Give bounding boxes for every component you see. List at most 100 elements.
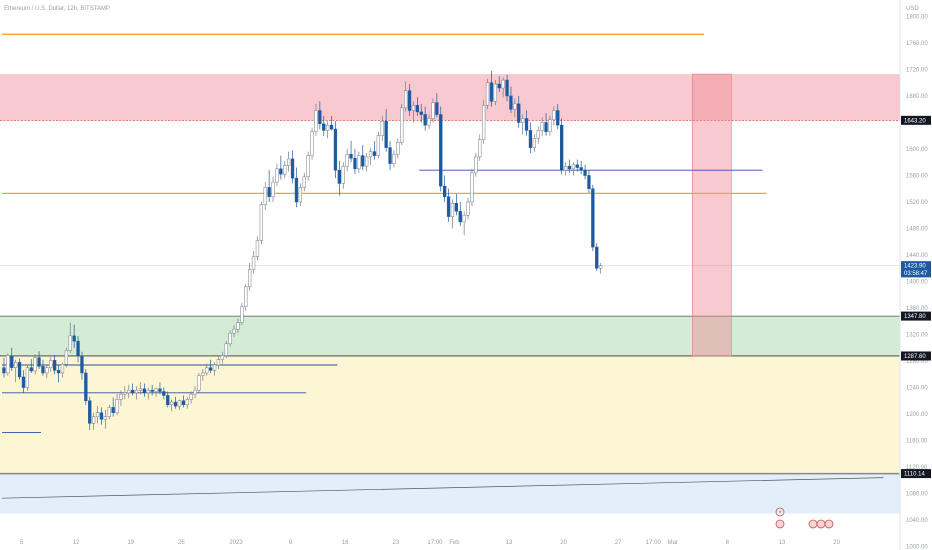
candle-body (482, 104, 486, 140)
price-tag-box (901, 311, 931, 321)
candle (170, 399, 174, 412)
candle-body (33, 357, 37, 372)
candle-body (92, 416, 96, 424)
lightning-icon[interactable] (775, 507, 785, 517)
candle (17, 358, 22, 380)
candle-body (14, 362, 18, 368)
candle (462, 211, 466, 236)
time-axis[interactable]: 5 12 19 26 2023 9 16 23 17:00 Feb 13 20 27 17:00 Mar 6 1… (20, 540, 841, 546)
candle-body (314, 110, 318, 132)
candle (322, 115, 326, 136)
candle (575, 159, 579, 172)
symbol-title: Ethereum / U.S. Dollar, 12h, BITSTAMP (4, 6, 110, 12)
candle (154, 387, 158, 397)
candle-body (56, 370, 61, 374)
candle (88, 396, 92, 430)
candle-body (497, 83, 501, 89)
candle-body (189, 393, 193, 400)
candle (6, 353, 10, 376)
time-tick-label: 20 (833, 540, 840, 546)
candle-body (446, 196, 451, 217)
price-tick-label: 1440.00 (906, 253, 928, 259)
candle-body (579, 167, 583, 171)
candle (396, 138, 400, 159)
candle-body (400, 107, 404, 143)
currency-label: USD (906, 6, 919, 12)
candle-body (64, 350, 68, 365)
candle (540, 117, 544, 136)
candle-body (524, 118, 529, 131)
candle (267, 170, 271, 202)
candle (524, 110, 529, 136)
candle (49, 357, 53, 372)
candle (497, 76, 501, 92)
price-tag-box (901, 261, 931, 271)
candle (115, 394, 119, 416)
candle-body (224, 343, 228, 356)
candle (599, 262, 603, 274)
candle (532, 134, 537, 152)
candle (220, 351, 224, 364)
candle (443, 175, 447, 202)
candle-body (6, 355, 10, 374)
time-tick-label: 9 (289, 540, 293, 546)
candle (37, 351, 41, 369)
time-tick-label: Mar (668, 540, 678, 546)
event-icons[interactable] (775, 507, 834, 529)
candle (209, 359, 213, 373)
candle-body (162, 391, 166, 396)
candle (583, 164, 587, 180)
us-flag-icon[interactable] (775, 519, 785, 529)
candle (435, 93, 439, 118)
candle (446, 188, 451, 222)
candle (21, 370, 26, 393)
candle (236, 318, 240, 334)
candle-body (68, 335, 72, 351)
price-tick-label: 1360.00 (906, 306, 928, 312)
candle-body (493, 83, 498, 102)
candle (60, 362, 65, 378)
candle-body (435, 102, 439, 115)
candle (513, 98, 517, 118)
candle-body (392, 154, 396, 164)
candle (349, 141, 353, 163)
candle (263, 182, 267, 210)
candle-body (583, 169, 587, 176)
time-tick-label: 17:00 (427, 540, 443, 546)
candle (380, 115, 384, 142)
us-flag-icon[interactable] (808, 519, 818, 529)
candle (251, 251, 256, 274)
candle-body (80, 355, 84, 374)
candle (314, 103, 318, 136)
candle-body (248, 269, 252, 288)
price-tag-label: 03:58:47 (904, 271, 928, 277)
candle-body (591, 188, 595, 248)
candle (544, 113, 548, 136)
candle (166, 391, 170, 408)
candle (528, 122, 533, 153)
candle (318, 101, 322, 130)
candle (400, 103, 404, 145)
candle-body (548, 119, 552, 132)
candle (474, 152, 478, 177)
candle-body (150, 389, 154, 392)
candle (224, 341, 228, 359)
candle (353, 148, 357, 175)
candle (329, 115, 334, 131)
candle (548, 115, 552, 136)
candle-body (536, 130, 540, 139)
candle-body (540, 122, 544, 131)
candle (470, 168, 474, 206)
candle-body (326, 124, 330, 131)
candle-body (376, 135, 381, 156)
candle-body (474, 156, 478, 174)
price-tick-label: 1320.00 (906, 333, 928, 339)
candle (279, 155, 283, 180)
candle (326, 121, 330, 139)
candle (244, 284, 248, 311)
us-flag-icon[interactable] (816, 519, 826, 529)
us-flag-icon[interactable] (824, 519, 834, 529)
candle-body (372, 151, 377, 156)
